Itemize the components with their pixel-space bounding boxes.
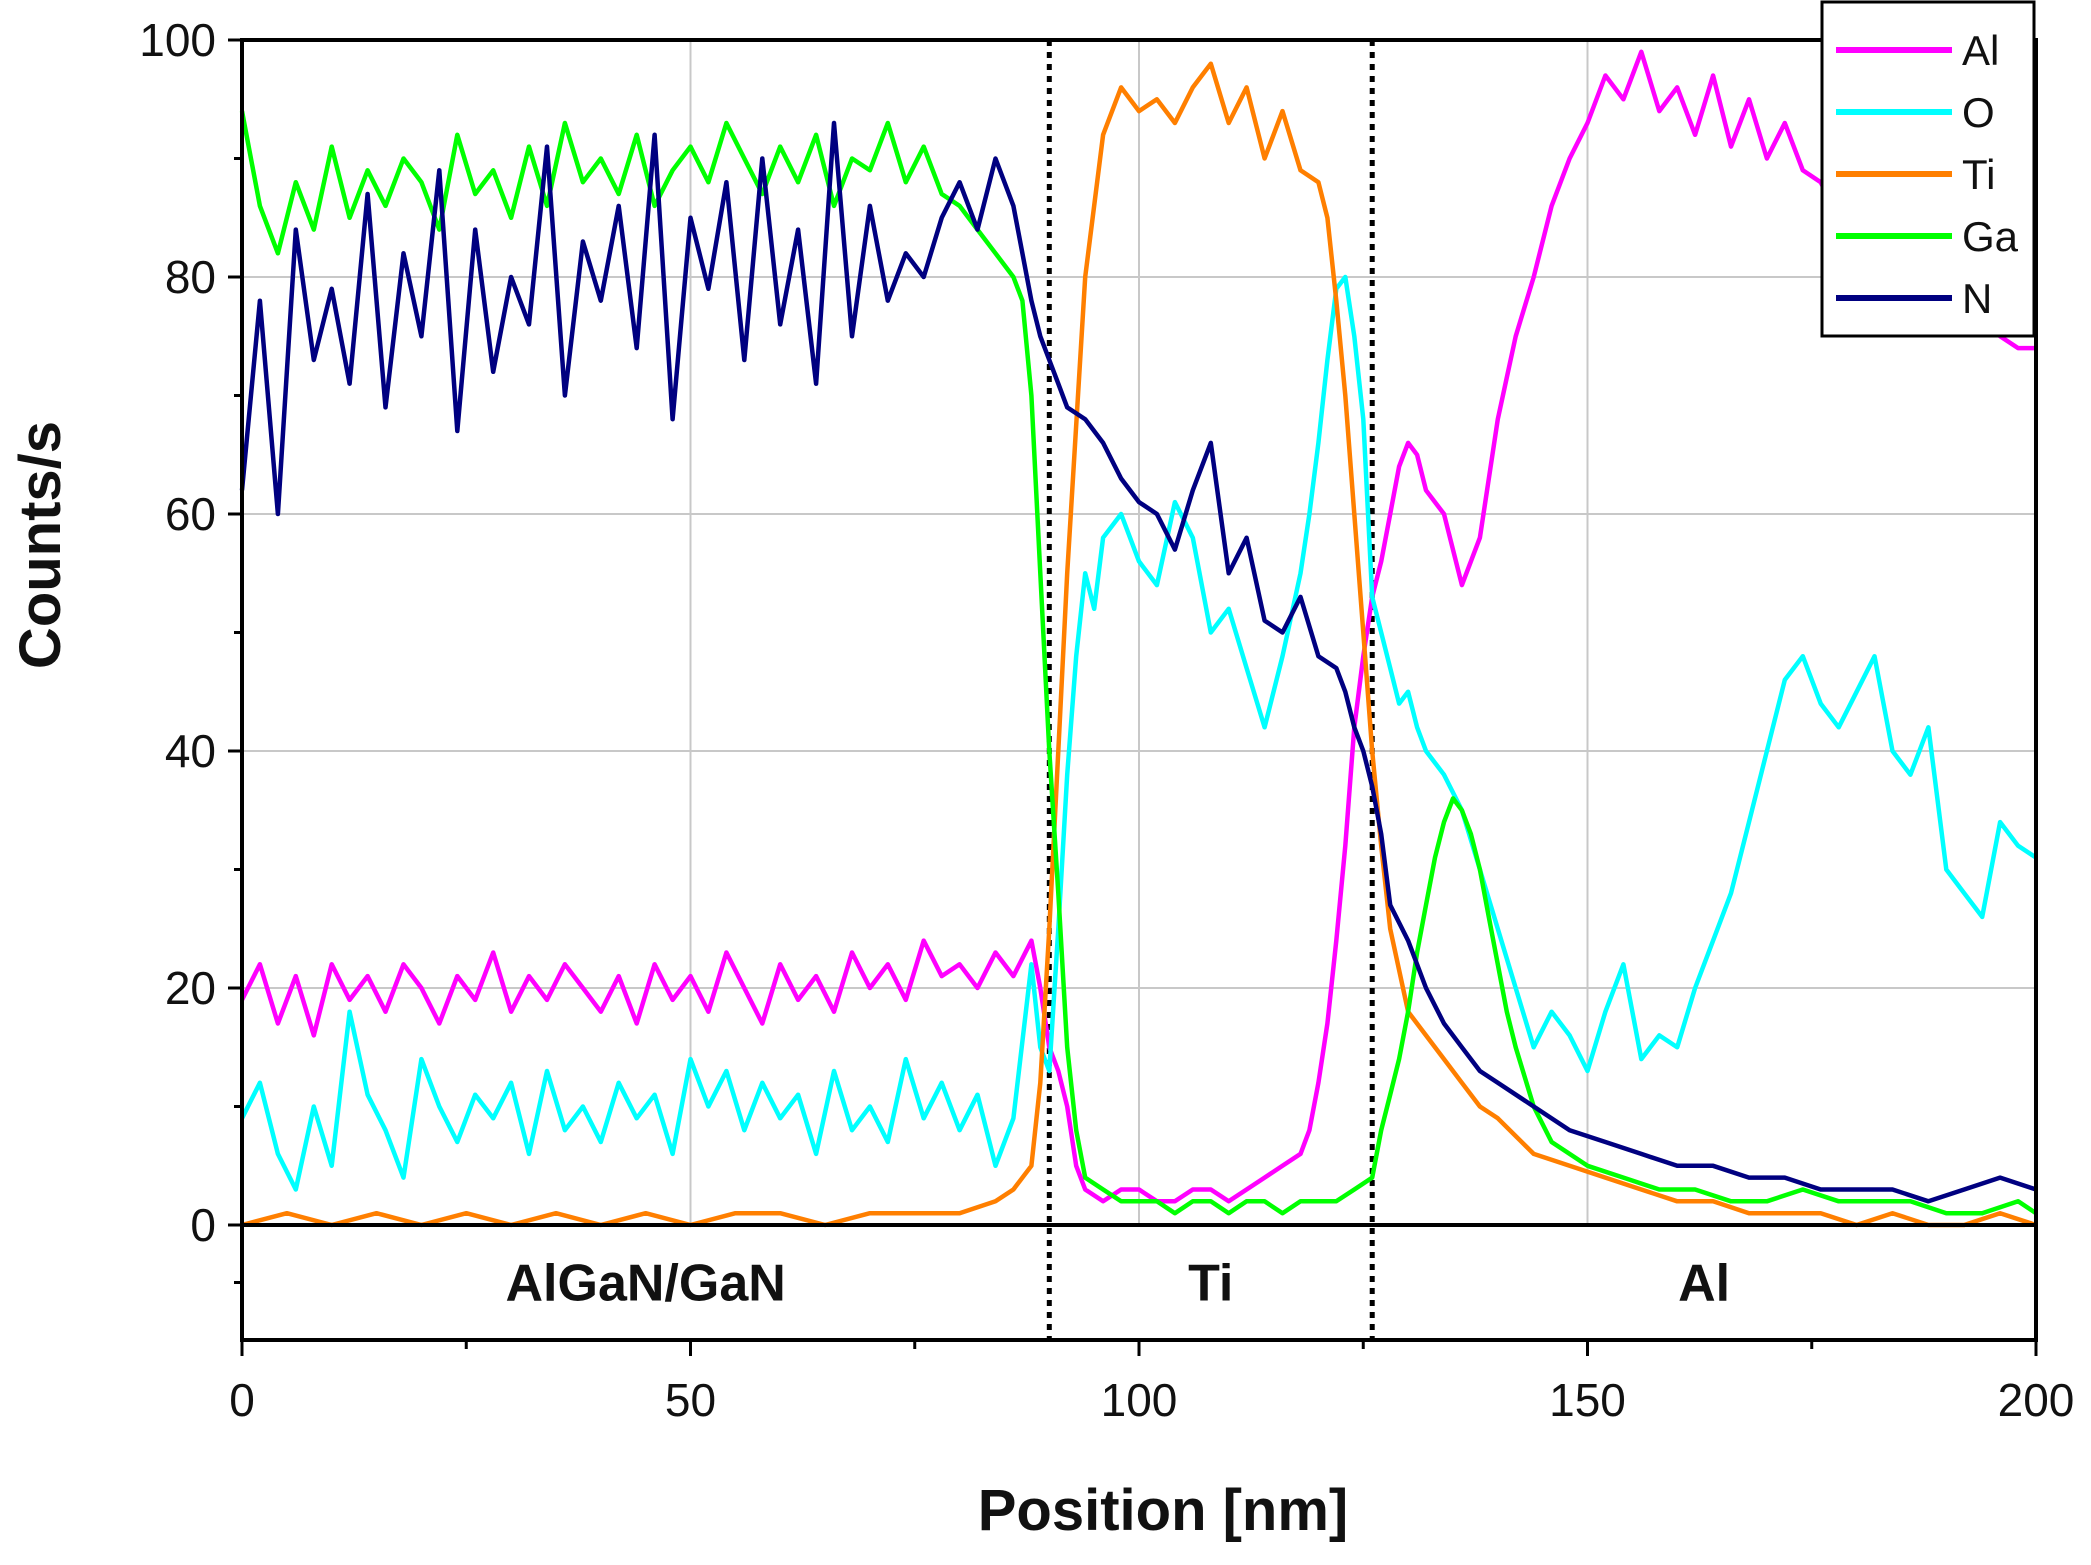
series-line-o — [239, 274, 2038, 1192]
region-label-al: Al — [1678, 1255, 1730, 1313]
legend-label-o: O — [1962, 89, 1995, 136]
x-axis-title: Position [nm] — [978, 1478, 1349, 1543]
region-label-ti: Ti — [1188, 1255, 1233, 1313]
x-tick-label: 50 — [665, 1374, 716, 1426]
y-tick-label: 20 — [165, 962, 216, 1014]
legend: Al O Ti Ga N — [1820, 0, 2036, 338]
legend-box — [1820, 0, 2036, 338]
x-tick-label: 150 — [1549, 1374, 1626, 1426]
axis-ticks: 0 20 40 60 80 100 0 50 100 150 200 — [139, 14, 2074, 1426]
series-group — [239, 49, 2038, 1228]
x-tick-label: 0 — [229, 1374, 255, 1426]
grid — [242, 40, 2036, 1225]
region-labels: AlGaN/GaN Ti Al — [506, 1255, 1731, 1313]
x-tick-label: 100 — [1101, 1374, 1178, 1426]
x-tick-label: 200 — [1998, 1374, 2075, 1426]
series-line-n — [239, 120, 2037, 1204]
interface-lines — [1046, 40, 1375, 1340]
legend-label-ga: Ga — [1962, 213, 2019, 260]
legend-label-n: N — [1962, 275, 1992, 322]
y-tick-label: 80 — [165, 251, 216, 303]
y-tick-label: 60 — [165, 488, 216, 540]
series-line-ti — [241, 61, 2037, 1228]
y-tick-label: 100 — [139, 14, 216, 66]
y-axis-title: Counts/s — [8, 421, 73, 669]
y-tick-label: 0 — [190, 1199, 216, 1251]
legend-label-al: Al — [1962, 27, 1999, 74]
region-label-algan-gan: AlGaN/GaN — [506, 1255, 786, 1313]
series-line-al — [239, 49, 2036, 1204]
legend-label-ti: Ti — [1962, 151, 1995, 198]
y-tick-label: 40 — [165, 725, 216, 777]
